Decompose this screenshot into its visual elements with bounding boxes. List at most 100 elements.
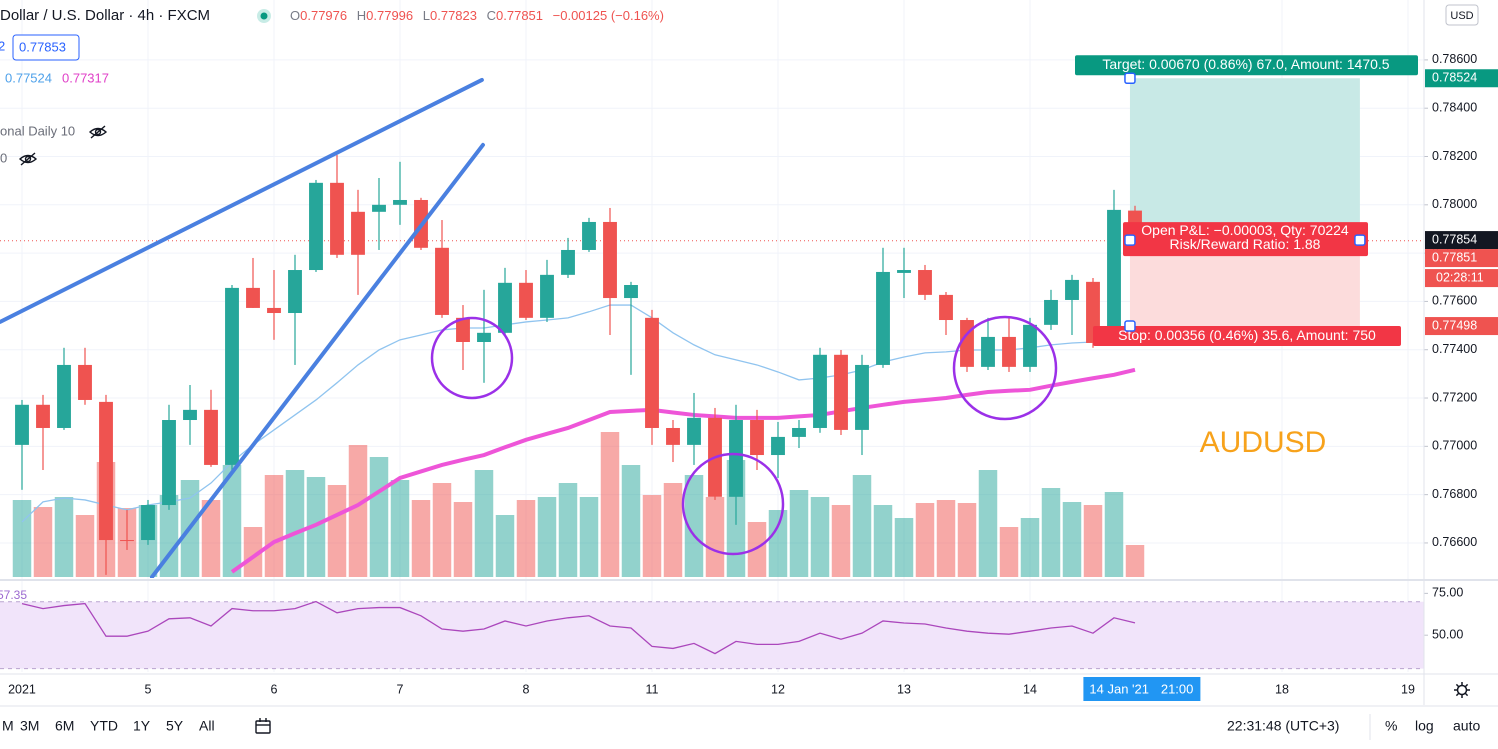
drag-handle[interactable] <box>1354 234 1366 246</box>
ohlc-change: −0.00125 (−0.16%) <box>553 8 664 23</box>
ohlc-value: 0.77851 <box>496 8 543 23</box>
candle-body <box>498 282 512 333</box>
crosshair-time: 21:00 <box>1161 681 1194 696</box>
range-button[interactable]: 5Y <box>166 718 184 734</box>
trend-line <box>0 77 484 324</box>
x-tick-label: 13 <box>897 682 911 696</box>
volume-bar <box>75 515 95 577</box>
x-tick-label: 14 <box>1023 682 1037 696</box>
x-tick-label: 7 <box>397 682 404 696</box>
clock[interactable]: 22:31:48 (UTC+3) <box>1227 718 1339 734</box>
target-label: Target: 0.00670 (0.86%) 67.0, Amount: 14… <box>1102 56 1389 72</box>
range-button[interactable]: YTD <box>90 718 118 734</box>
price-box <box>12 34 80 61</box>
auto-toggle[interactable]: auto <box>1453 718 1480 734</box>
circles <box>430 315 1058 556</box>
volume-bar <box>222 465 242 577</box>
percent-toggle[interactable]: % <box>1385 718 1397 734</box>
target-price-box <box>1425 69 1498 88</box>
range-button[interactable]: 3M <box>20 718 39 734</box>
stop-label: Stop: 0.00356 (0.46%) 35.6, Amount: 750 <box>1118 327 1376 343</box>
candle-body <box>876 271 890 365</box>
moving-average <box>21 304 1135 523</box>
y-tick-label: 50.00 <box>1432 627 1463 641</box>
pnl-label: Open P&L: −0.00003, Qty: 70224 <box>1141 222 1349 238</box>
log-toggle[interactable]: log <box>1415 718 1434 734</box>
last-price-box <box>1425 249 1498 268</box>
volume-bar <box>54 497 74 577</box>
candle-body <box>561 249 575 275</box>
drag-handle[interactable] <box>1124 72 1136 85</box>
volume-bar <box>831 505 851 577</box>
position-tool <box>1129 78 1360 327</box>
date-range-icon[interactable] <box>255 718 271 734</box>
trend-lines <box>0 77 485 578</box>
ohlc-key: L <box>423 8 430 23</box>
labels: 0.76600 0.76800 0.77000 0.77200 0.77400 0.776… <box>8 52 1498 701</box>
candle-body <box>1107 209 1121 343</box>
volume-bar <box>600 432 620 577</box>
volume-bar <box>12 500 32 577</box>
x-tick-label: 6 <box>271 682 278 696</box>
pnl-label-box <box>1123 222 1368 257</box>
price-box-text: 0.77853 <box>19 39 66 54</box>
volume-bar <box>306 477 326 577</box>
range-button[interactable]: M <box>2 718 14 734</box>
volume-bar <box>432 483 452 577</box>
candle-body <box>120 540 134 542</box>
candle-body <box>918 270 932 295</box>
volume-bar <box>1062 502 1082 577</box>
rsi <box>21 600 1136 655</box>
y-tick-label: 0.77600 <box>1432 294 1477 308</box>
crosshair-time-box <box>1083 677 1201 701</box>
candle-body <box>981 336 995 367</box>
candle-body <box>183 409 197 421</box>
candle-body <box>204 409 218 465</box>
volume-bar <box>348 445 368 577</box>
drag-handle[interactable] <box>1124 234 1136 246</box>
hidden-eye-icon[interactable] <box>18 152 38 166</box>
candle-body <box>372 204 386 212</box>
candle-body <box>603 221 617 299</box>
volume-bar <box>159 495 179 577</box>
volume-bar <box>1041 488 1061 577</box>
candle-body <box>1044 299 1058 325</box>
volume-bar <box>642 495 662 577</box>
volume-bar <box>327 485 347 577</box>
symbol-annotation: AUDUSD <box>1200 426 1327 459</box>
moving-averages <box>0 240 1424 574</box>
volume-bar <box>810 497 830 577</box>
candle-body <box>624 284 638 299</box>
volume-bar <box>684 475 704 577</box>
range-button[interactable]: 1Y <box>133 718 151 734</box>
y-tick-label: 0.77200 <box>1432 390 1477 404</box>
candle-body <box>582 221 596 250</box>
ma-value: 0.77317 <box>62 70 109 85</box>
toolbar: M 3M 6M YTD 1Y 5Y All <box>2 718 215 734</box>
moving-average <box>230 367 1136 574</box>
y-tick-label: 0.76600 <box>1432 535 1477 549</box>
candle-body <box>687 417 701 445</box>
candle-body <box>393 199 407 205</box>
candle-body <box>36 404 50 428</box>
ohlc-value: 0.77996 <box>366 8 413 23</box>
candle-body <box>15 404 29 445</box>
volume-bar <box>390 480 410 577</box>
x-tick-label: 18 <box>1275 682 1289 696</box>
range-button[interactable]: All <box>199 718 215 734</box>
hidden-eye-icon[interactable] <box>88 125 108 139</box>
currency-box[interactable] <box>1445 4 1479 26</box>
candle-body <box>57 364 71 428</box>
volume-bar <box>453 502 473 577</box>
range-button[interactable]: 6M <box>55 718 74 734</box>
volume-bar <box>33 507 53 577</box>
rsi-line <box>21 600 1136 655</box>
x-tick-label: 5 <box>145 682 152 696</box>
settings-icon[interactable] <box>1454 682 1470 698</box>
rsi-value: 57.35 <box>0 588 27 602</box>
volume-bar <box>558 483 578 577</box>
trend-line <box>149 142 485 578</box>
drag-handle[interactable] <box>1124 320 1136 332</box>
study-name: onal Daily 10 <box>0 123 75 138</box>
